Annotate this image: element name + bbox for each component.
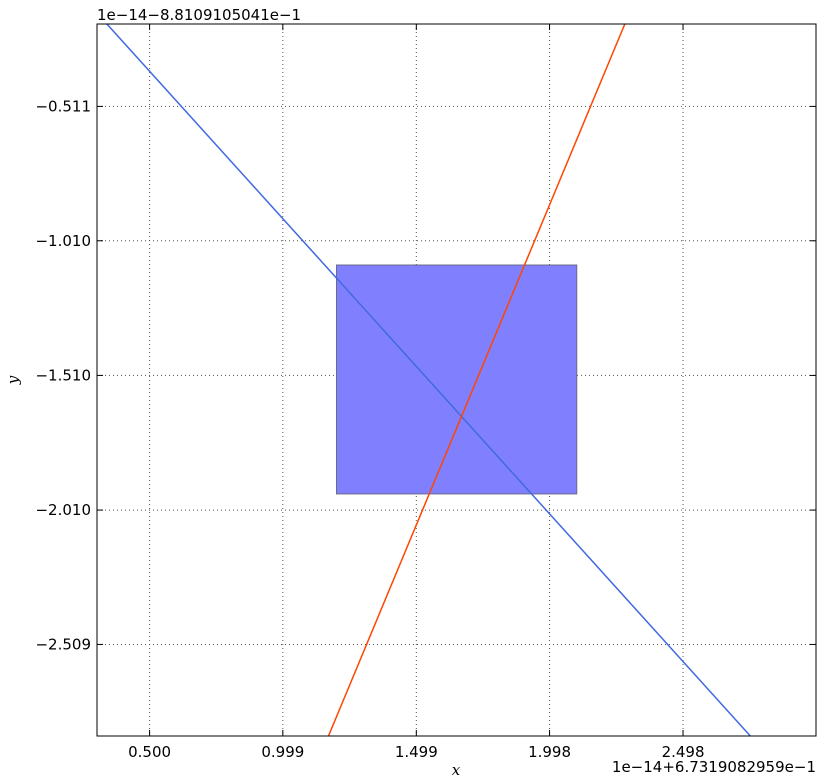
x-tick-label: 1.499: [395, 743, 438, 761]
y-tick-label: −2.509: [35, 635, 91, 653]
y-tick-label: −1.510: [35, 366, 91, 384]
y-offset-label: 1e−14−8.8109105041e−1: [97, 6, 301, 24]
x-tick-label: 0.500: [128, 743, 171, 761]
series-line-2: [327, 23, 626, 737]
x-offset-label: 1e−14+6.7319082959e−1: [612, 758, 816, 776]
x-tick-label: 1.998: [528, 743, 571, 761]
y-axis-label: y: [4, 375, 22, 385]
tick-labels: 0.500 0.999 1.499 1.998 2.498 −0.511 −1.010 −1.…: [35, 97, 704, 761]
x-tick-label: 2.498: [662, 743, 705, 761]
y-tick-label: −1.010: [35, 232, 91, 250]
y-tick-label: −2.010: [35, 501, 91, 519]
x-axis-label: x: [452, 761, 461, 779]
ticks: [97, 24, 816, 736]
axes-frame: [96, 23, 817, 737]
plot-area: [106, 23, 751, 737]
shaded-rectangle: [335, 264, 578, 495]
y-tick-label: −0.511: [35, 97, 91, 115]
x-tick-label: 0.999: [261, 743, 304, 761]
series-line-1: [106, 23, 751, 737]
